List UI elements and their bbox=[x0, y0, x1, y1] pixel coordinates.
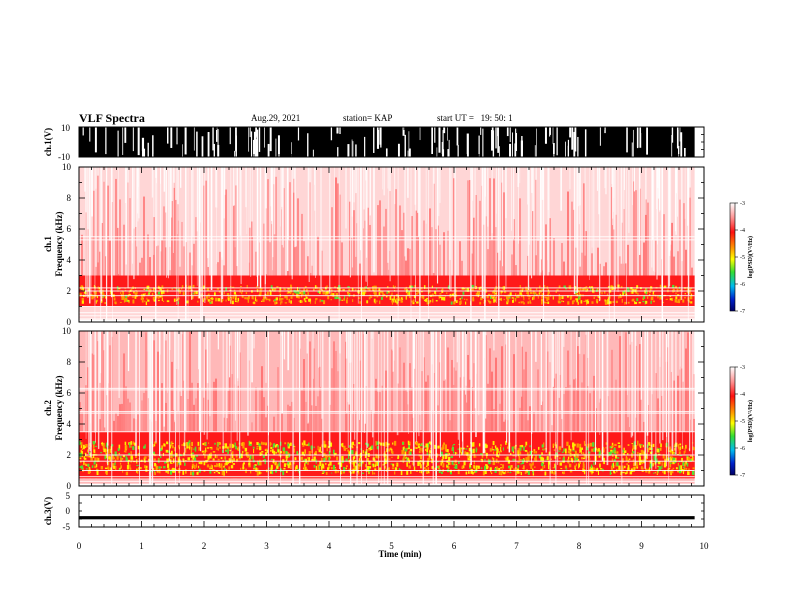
ch2-spectrogram-panel: 0 2 4 6 8 10 ch.2 Frequency (kHz) -3 -4 -5 -6 -7 … bbox=[43, 326, 754, 491]
chart-title: VLF Spectra bbox=[79, 111, 145, 125]
time-tick-label: 0 bbox=[77, 541, 82, 551]
ch1-colorbar-gradient bbox=[729, 202, 736, 312]
ch2-spectrogram-ylabel-freq: Frequency (kHz) bbox=[54, 375, 64, 440]
ch2-spectrogram-ytick-label: 8 bbox=[67, 357, 72, 367]
ch2-spectrogram-ytick-label: 2 bbox=[67, 450, 72, 460]
ch2-spectrogram-ytick-label: 10 bbox=[62, 326, 72, 336]
time-tick-label: 3 bbox=[264, 541, 269, 551]
ch1-spectrogram-ytick-label: 8 bbox=[67, 193, 72, 203]
ch1-spectrogram-ytick-label: 4 bbox=[67, 255, 72, 265]
time-tick-label: 1 bbox=[139, 541, 144, 551]
time-tick-label: 7 bbox=[514, 541, 519, 551]
ch1-waveform-trace bbox=[79, 127, 695, 157]
ch2-spectrogram-ytick-label: 6 bbox=[67, 388, 72, 398]
header-start-time: start UT = 19: 50: 1 bbox=[437, 113, 513, 123]
ch1-colorbar-label: log(PSD)(V²/Hz) bbox=[747, 236, 754, 278]
header-start-label: start UT = bbox=[437, 113, 474, 123]
ch2-colorbar-label: log(PSD)(V²/Hz) bbox=[747, 400, 754, 442]
ch2-colorbar: -3 -4 -5 -6 -7 log(PSD)(V²/Hz) bbox=[729, 365, 754, 479]
ch1-ytick-bottom: -10 bbox=[58, 152, 70, 162]
ch2-spectrogram-ytick-label: 4 bbox=[67, 419, 72, 429]
ch1-waveform-panel: 10 -10 ch.1(V) bbox=[43, 123, 705, 162]
ch2-colorbar-tick-label: -4 bbox=[740, 392, 745, 398]
time-tick-label: 4 bbox=[327, 541, 332, 551]
ch2-spectrogram-image bbox=[79, 331, 695, 486]
ch1-colorbar-tick-label: -4 bbox=[740, 228, 745, 234]
ch1-colorbar-tick-label: -6 bbox=[740, 282, 745, 288]
ch2-colorbar-tick-label: -6 bbox=[740, 446, 745, 452]
ch2-spectrogram-ticks: 0 2 4 6 8 10 bbox=[62, 326, 705, 491]
ch1-colorbar-tick-label: -3 bbox=[740, 201, 745, 207]
ch1-spectrogram-ytick-label: 2 bbox=[67, 286, 72, 296]
ch1-colorbar: -3 -4 -5 -6 -7 log(PSD)(V²/Hz) bbox=[729, 201, 754, 315]
time-tick-label: 2 bbox=[202, 541, 207, 551]
ch2-colorbar-tick-label: -7 bbox=[740, 473, 745, 479]
ch1-spectrogram-image bbox=[79, 167, 695, 322]
ch2-spectrogram-ylabel-channel: ch.2 bbox=[43, 400, 53, 416]
ch1-spectrogram-ytick-label: 10 bbox=[62, 162, 72, 172]
ch1-spectrogram-ytick-label: 0 bbox=[67, 317, 72, 327]
ch1-waveform-ylabel: ch.1(V) bbox=[43, 128, 53, 156]
time-tick-label: 10 bbox=[700, 541, 710, 551]
ch1-spectrogram-ytick-label: 6 bbox=[67, 224, 72, 234]
time-tick-label: 5 bbox=[389, 541, 394, 551]
header-date: Aug.29, 2021 bbox=[251, 113, 301, 123]
ch2-spectrogram-ytick-label: 0 bbox=[67, 481, 72, 491]
ch1-colorbar-tick-label: -7 bbox=[740, 309, 745, 315]
time-axis-label: Time (min) bbox=[378, 549, 421, 559]
ch1-ytick-top: 10 bbox=[61, 123, 71, 133]
ch2-colorbar-gradient bbox=[729, 366, 736, 476]
time-tick-label: 9 bbox=[639, 541, 644, 551]
ch3-ytick-top: 5 bbox=[66, 491, 71, 501]
ch3-waveform-ylabel: ch.3(V) bbox=[43, 497, 53, 525]
ch1-spectrogram-panel: 0 2 4 6 8 10 ch.1 Frequency (kHz) -3 -4 -5 -6 -7 … bbox=[43, 162, 754, 327]
time-axis-tick-labels: 0 1 2 3 4 5 6 7 8 9 10 bbox=[77, 541, 709, 551]
header-start-value: 19: 50: 1 bbox=[480, 113, 513, 123]
ch3-ytick-mid: 0 bbox=[66, 506, 71, 516]
ch1-spectrogram-ylabel-freq: Frequency (kHz) bbox=[54, 211, 64, 276]
ch2-colorbar-tick-label: -5 bbox=[740, 419, 745, 425]
ch1-spectrogram-ylabel-channel: ch.1 bbox=[43, 236, 53, 252]
ch3-waveform-trace bbox=[79, 516, 695, 520]
ch3-waveform-panel: 5 0 -5 ch.3(V) bbox=[43, 491, 705, 532]
ch1-colorbar-tick-label: -5 bbox=[740, 255, 745, 261]
ch3-waveform-ticks bbox=[78, 494, 705, 528]
ch2-colorbar-tick-label: -3 bbox=[740, 365, 745, 371]
ch3-ytick-bottom: -5 bbox=[63, 522, 71, 532]
header-station: station= KAP bbox=[343, 113, 393, 123]
time-tick-label: 8 bbox=[577, 541, 582, 551]
ch1-spectrogram-ticks: 0 2 4 6 8 10 bbox=[62, 162, 705, 327]
ch1-waveform-ticks bbox=[78, 126, 705, 158]
time-tick-label: 6 bbox=[452, 541, 457, 551]
